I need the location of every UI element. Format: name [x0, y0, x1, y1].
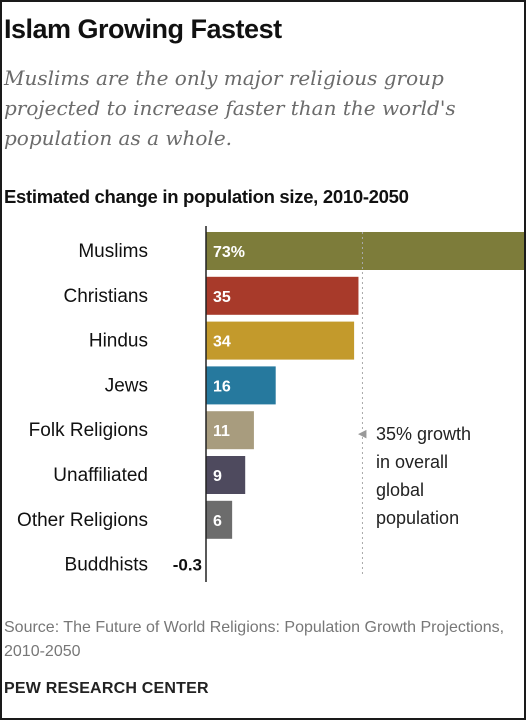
chart-subtitle: Muslims are the only major religious gro… — [4, 66, 456, 150]
category-label-muslims: Muslims — [78, 241, 148, 262]
note-line-1: 35% growth — [376, 424, 472, 444]
bar-chart: Muslims 73% Christians 35 Hindus 34 Jews 16 Folk… — [17, 226, 524, 582]
value-label-hindus: 34 — [213, 334, 231, 351]
bar-christians — [206, 276, 359, 315]
note-line-2: in overall — [376, 452, 449, 472]
value-label-other-religions: 6 — [213, 513, 222, 530]
value-label-muslims: 73% — [213, 244, 245, 261]
bar-muslims — [206, 232, 524, 270]
note-line-3: global — [376, 480, 425, 500]
category-label-other-religions: Other Religions — [17, 510, 148, 531]
value-label-christians: 35 — [213, 289, 231, 306]
value-label-unaffiliated: 9 — [213, 468, 222, 485]
footer-credit: PEW RESEARCH CENTER — [4, 680, 209, 697]
bar-other-religions — [206, 500, 233, 539]
category-label-hindus: Hindus — [89, 331, 148, 352]
bar-jews — [206, 366, 276, 405]
value-label-buddhists: -0.3 — [173, 556, 202, 575]
category-label-jews: Jews — [105, 375, 148, 396]
category-label-folk-religions: Folk Religions — [29, 420, 148, 441]
note-line-4: population — [376, 508, 460, 528]
category-label-buddhists: Buddhists — [65, 555, 148, 576]
source-note: Source: The Future of World Religions: P… — [4, 619, 505, 660]
category-label-christians: Christians — [64, 286, 148, 307]
left-arrow-icon: ◀ — [358, 428, 367, 440]
value-label-jews: 16 — [213, 378, 231, 395]
category-label-unaffiliated: Unaffiliated — [53, 465, 148, 486]
bar-unaffiliated — [206, 456, 246, 494]
bar-folk-religions — [206, 411, 254, 450]
chart-heading: Estimated change in population size, 201… — [4, 186, 409, 207]
bar-hindus — [206, 321, 355, 360]
reference-note: ◀ 35% growth in overall global populatio… — [358, 420, 472, 532]
value-label-folk-religions: 11 — [213, 423, 230, 440]
chart-title: Islam Growing Fastest — [4, 14, 282, 44]
